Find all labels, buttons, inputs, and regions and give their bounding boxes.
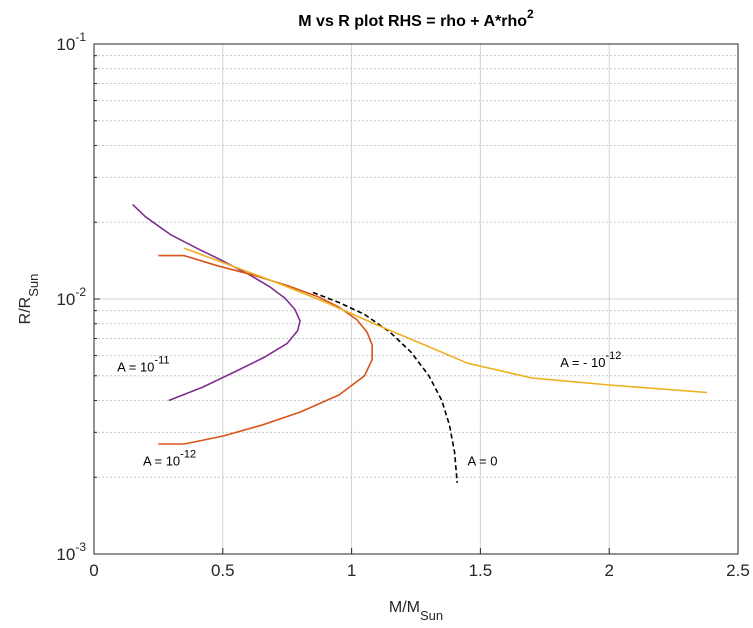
chart-title: M vs R plot RHS = rho + A*rho2 bbox=[298, 7, 534, 30]
axis-ticks: 0 0.5 1 1.5 2 2.5 10-3 10-2 10-1 bbox=[56, 30, 749, 580]
y-axis-label: R/RSun bbox=[17, 274, 41, 325]
series-line bbox=[158, 254, 374, 445]
series-line bbox=[132, 203, 301, 402]
series-line bbox=[183, 247, 708, 394]
curve-annotation: A = - 10-12 bbox=[560, 350, 621, 370]
x-tick-label: 2.5 bbox=[726, 561, 750, 580]
y-tick-label: 10-2 bbox=[56, 285, 86, 309]
y-tick-label: 10-1 bbox=[56, 30, 86, 54]
grid-lines bbox=[93, 43, 739, 555]
x-axis-label: M/MSun bbox=[389, 599, 443, 623]
curve-annotation: A = 10-12 bbox=[143, 449, 196, 469]
curve-annotation: A = 10-11 bbox=[117, 354, 169, 374]
x-tick-label: 2 bbox=[604, 561, 613, 580]
y-tick-label: 10-3 bbox=[56, 540, 86, 564]
curve-annotation: A = 0 bbox=[468, 454, 498, 469]
series-lines bbox=[132, 203, 708, 483]
x-tick-label: 1.5 bbox=[469, 561, 493, 580]
x-tick-label: 0.5 bbox=[211, 561, 235, 580]
annotations: A = 10-11 A = 10-12 A = 0 A = - 10-12 bbox=[117, 350, 621, 468]
x-tick-label: 0 bbox=[89, 561, 98, 580]
series-line bbox=[312, 291, 458, 483]
x-tick-label: 1 bbox=[347, 561, 356, 580]
